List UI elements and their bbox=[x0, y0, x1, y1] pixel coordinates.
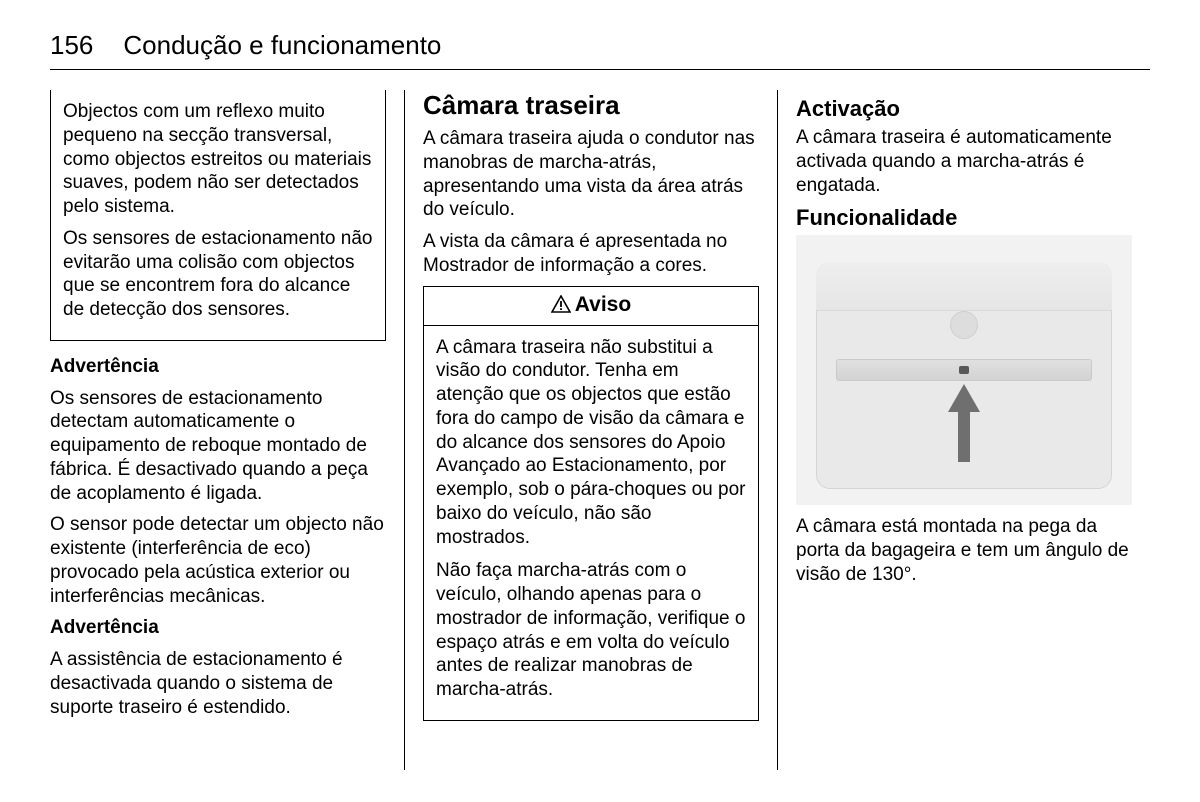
aviso-label: Aviso bbox=[575, 293, 631, 316]
column-3: Activação A câmara traseira é automatica… bbox=[777, 90, 1150, 770]
illustration-camera-dot bbox=[959, 366, 969, 374]
note-box-continued: Objectos com um reflexo muito pequeno na… bbox=[50, 90, 386, 341]
page-header: 156 Condução e funcionamento bbox=[50, 30, 1150, 61]
advertencia-label: Advertência bbox=[50, 616, 386, 640]
note-paragraph: Objectos com um reflexo muito pequeno na… bbox=[63, 100, 373, 219]
aviso-header: Aviso bbox=[423, 286, 759, 326]
body-paragraph: A assistência de estacionamento é desact… bbox=[50, 648, 386, 719]
body-paragraph: O sensor pode detectar um objecto não ex… bbox=[50, 513, 386, 608]
column-2: Câmara traseira A câmara traseira ajuda … bbox=[404, 90, 777, 770]
column-1: Objectos com um reflexo muito pequeno na… bbox=[50, 90, 404, 770]
note-paragraph: Os sensores de estacionamento não evitar… bbox=[63, 227, 373, 322]
subheading-funcionalidade: Funcionalidade bbox=[796, 205, 1132, 231]
subheading-activacao: Activação bbox=[796, 96, 1132, 122]
columns: Objectos com um reflexo muito pequeno na… bbox=[50, 90, 1150, 770]
chapter-title: Condução e funcionamento bbox=[123, 30, 441, 61]
illustration-logo bbox=[950, 311, 978, 339]
figure-caption: A câmara está montada na pega da porta d… bbox=[796, 515, 1132, 586]
aviso-paragraph: A câmara traseira não substitui a visão … bbox=[436, 336, 746, 550]
body-paragraph: A câmara traseira é automaticamente acti… bbox=[796, 126, 1132, 197]
aviso-body: A câmara traseira não substitui a visão … bbox=[423, 326, 759, 721]
illustration-rear-camera bbox=[796, 235, 1132, 505]
section-heading-camara-traseira: Câmara traseira bbox=[423, 90, 759, 121]
aviso-paragraph: Não faça marcha-atrás com o veículo, olh… bbox=[436, 559, 746, 702]
page: 156 Condução e funcionamento Objectos co… bbox=[0, 0, 1200, 802]
body-paragraph: A vista da câmara é apresentada no Mostr… bbox=[423, 230, 759, 278]
illustration-tailgate-top bbox=[816, 262, 1112, 311]
body-paragraph: A câmara traseira ajuda o condutor nas m… bbox=[423, 127, 759, 222]
page-number: 156 bbox=[50, 30, 93, 61]
header-divider bbox=[50, 69, 1150, 70]
body-paragraph: Os sensores de estacionamento detectam a… bbox=[50, 387, 386, 506]
warning-triangle-icon bbox=[551, 295, 571, 319]
up-arrow-icon bbox=[944, 384, 984, 464]
advertencia-label: Advertência bbox=[50, 355, 386, 379]
